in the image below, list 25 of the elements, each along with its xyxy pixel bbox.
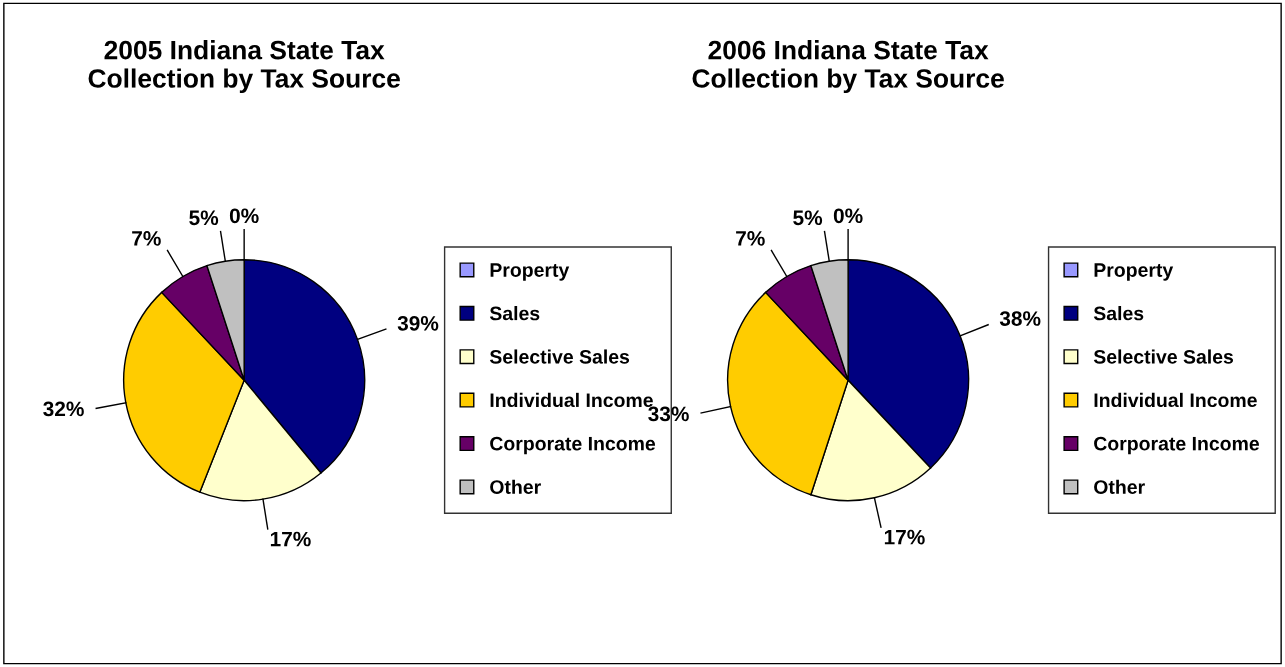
text: 0% (833, 208, 863, 224)
legend-label: Property (490, 263, 570, 281)
legend-label: Property (1094, 263, 1174, 281)
text: 0% (229, 208, 259, 224)
data-label: 7% (132, 231, 161, 246)
legend-label: Sales (489, 306, 540, 321)
data-label: 38% (999, 311, 1041, 326)
legend-label: Other (490, 479, 541, 494)
data-label: 39% (397, 315, 439, 331)
data-label: 5% (189, 210, 219, 226)
legend-label: Individual Income (490, 392, 653, 408)
legend-label: Individual Income (1094, 392, 1257, 408)
legend-label: Sales (1093, 306, 1144, 321)
legend-label: Corporate Income (490, 436, 656, 455)
data-label: 17% (884, 529, 925, 545)
data-label: 17% (270, 531, 311, 547)
chart-title: 2005 Indiana State Tax Collection by Tax Source (88, 40, 400, 94)
legend-label: Selective Sales (1093, 349, 1234, 364)
data-label: 7% (736, 231, 765, 246)
legend-label: Other (1094, 479, 1145, 494)
data-label: 5% (793, 210, 823, 226)
chart-title: 2006 Indiana State Tax Collection by Tax Source (692, 40, 1004, 94)
data-label: 32% (43, 401, 84, 417)
legend-label: Corporate Income (1094, 436, 1260, 455)
legend-label: Selective Sales (489, 349, 630, 364)
